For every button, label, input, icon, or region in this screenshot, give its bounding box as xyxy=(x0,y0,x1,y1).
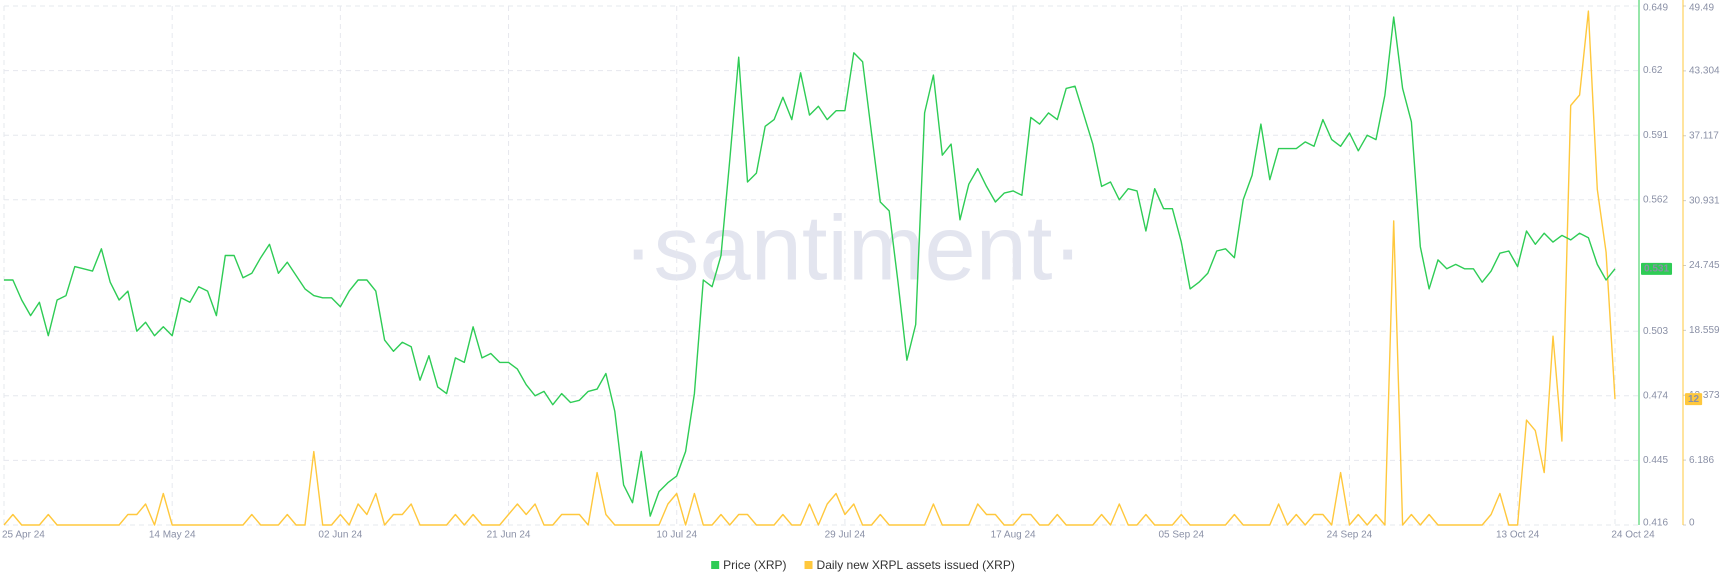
value-badge: 0.531 xyxy=(1641,262,1673,275)
y2-tick-label: 12.373 xyxy=(1689,390,1720,401)
y2-tick-label: 24.745 xyxy=(1689,260,1720,271)
x-tick-label: 10 Jul 24 xyxy=(656,530,697,541)
value-label: 0.531 xyxy=(1644,263,1669,274)
y-tick-label: 0.591 xyxy=(1643,130,1668,141)
y-tick-label: 0.416 xyxy=(1643,518,1668,529)
watermark: ·santiment· xyxy=(623,197,1083,299)
value-badge-bg xyxy=(1641,262,1673,275)
y-tick-label: 0.445 xyxy=(1643,455,1668,466)
x-tick-label: 13 Oct 24 xyxy=(1496,530,1540,541)
series-line xyxy=(4,16,1616,517)
series-line xyxy=(3,10,1616,526)
x-tick-label: 17 Aug 24 xyxy=(991,530,1036,541)
y-tick-label: 0.62 xyxy=(1643,65,1663,76)
value-label: 12 xyxy=(1688,394,1700,405)
y2-tick-label: 0 xyxy=(1689,518,1695,529)
y-tick-label: 0.649 xyxy=(1643,3,1668,14)
y2-tick-label: 18.559 xyxy=(1689,325,1720,336)
x-tick-label: 24 Oct 24 xyxy=(1611,530,1655,541)
y2-tick-label: 43.304 xyxy=(1689,66,1720,77)
y2-tick-label: 37.117 xyxy=(1689,130,1719,141)
x-tick-label: 24 Sep 24 xyxy=(1327,530,1373,541)
y2-tick-label: 6.186 xyxy=(1689,455,1714,466)
x-tick-label: 02 Jun 24 xyxy=(318,530,362,541)
x-tick-label: 14 May 24 xyxy=(149,530,196,541)
legend-label: Daily new XRPL assets issued (XRP) xyxy=(817,558,1015,572)
y2-tick-label: 49.49 xyxy=(1689,3,1714,14)
y-tick-label: 0.503 xyxy=(1643,326,1668,337)
legend: Price (XRP) Daily new XRPL assets issued … xyxy=(711,558,1015,572)
y-tick-label: 0.562 xyxy=(1643,194,1668,205)
legend-label: Price (XRP) xyxy=(723,558,786,572)
x-tick-label: 25 Apr 24 xyxy=(2,530,45,541)
value-badge: 12 xyxy=(1685,393,1703,406)
value-badge-bg xyxy=(1685,393,1703,406)
x-tick-label: 21 Jun 24 xyxy=(487,530,531,541)
legend-swatch xyxy=(804,561,813,569)
y-tick-label: 0.474 xyxy=(1643,390,1668,401)
legend-swatch xyxy=(711,561,720,569)
x-tick-label: 05 Sep 24 xyxy=(1158,530,1204,541)
y2-tick-label: 30.931 xyxy=(1689,195,1720,206)
x-tick-label: 29 Jul 24 xyxy=(825,530,866,541)
